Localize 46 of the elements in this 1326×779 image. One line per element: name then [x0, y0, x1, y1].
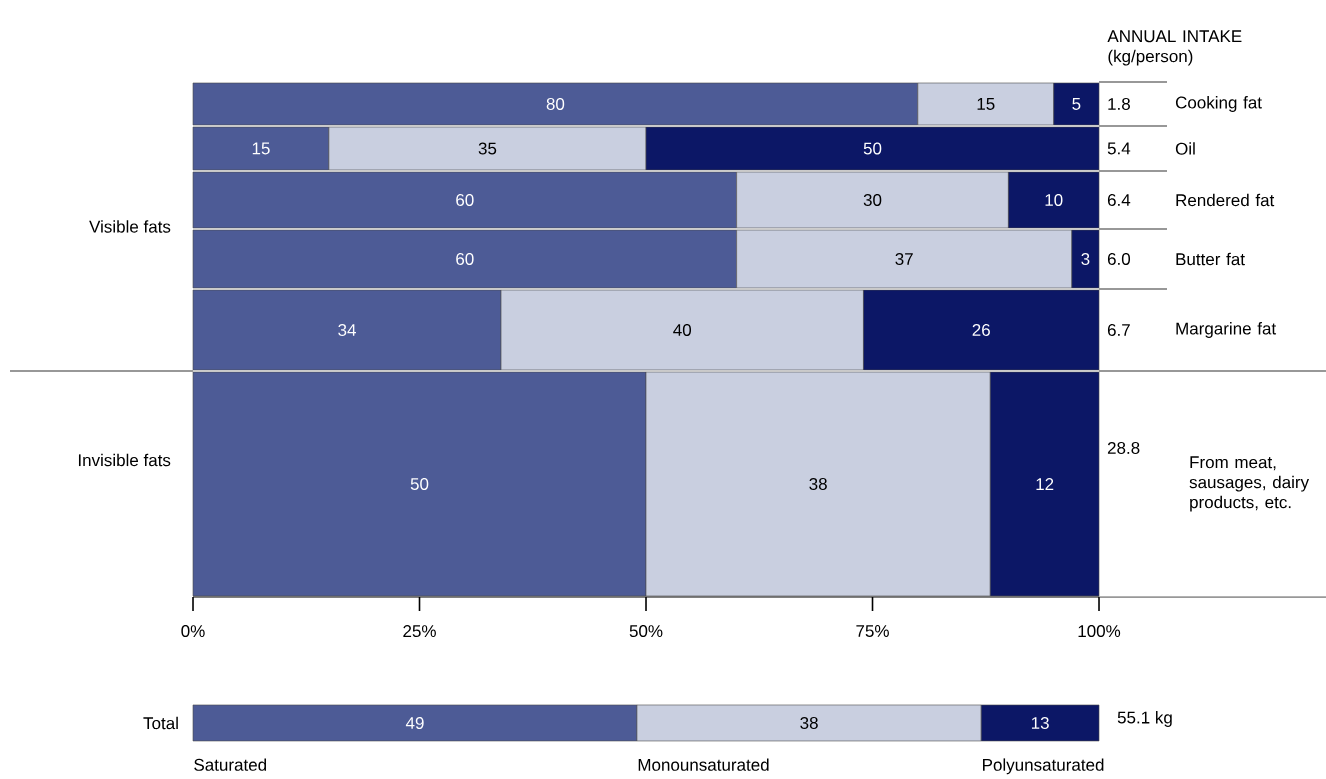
series-label: Monounsaturated	[638, 758, 769, 771]
y-tick-label: From meat, sausages, dairy products, etc.	[1189, 456, 1310, 512]
x-tick-label: 100%	[1078, 625, 1121, 638]
text: Visible fats	[89, 220, 171, 233]
data-label: 35	[478, 142, 497, 155]
x-tick-label: 75%	[856, 625, 889, 638]
data-label: 15	[977, 98, 995, 110]
text: 6.0	[1107, 252, 1131, 265]
data-label: 13	[1031, 716, 1049, 729]
y-tick-label: Rendered fat	[1176, 193, 1275, 207]
text: ANNUAL INTAKE (kg/person)	[1107, 30, 1242, 66]
y-tick-label: Butter fat	[1176, 252, 1245, 266]
data-label: 80	[546, 97, 565, 110]
data-label: 12	[1036, 478, 1054, 490]
data-label: 60	[456, 193, 474, 206]
x-tick-label: 25%	[403, 625, 436, 638]
text: 28.8	[1107, 441, 1140, 454]
data-label: 38	[800, 716, 818, 729]
x-tick-label: 50%	[629, 625, 663, 638]
data-label: 5	[1072, 98, 1081, 110]
series-label: Polyunsaturated	[983, 758, 1104, 775]
data-label: 49	[405, 716, 424, 729]
data-label: 40	[673, 323, 692, 336]
data-label: 38	[809, 477, 827, 490]
y-tick-label: Total	[143, 716, 178, 730]
data-label: 3	[1081, 252, 1090, 265]
data-label: 10	[1045, 193, 1063, 206]
series-label: Saturated	[194, 758, 267, 771]
text: Invisible fats	[78, 453, 171, 467]
data-label: 34	[338, 323, 356, 336]
x-tick-label: 0%	[181, 625, 205, 638]
text: 6.7	[1107, 323, 1130, 336]
data-label: 60	[456, 252, 474, 265]
data-label: 50	[410, 477, 429, 490]
data-label: 37	[895, 252, 913, 265]
data-label: 15	[252, 142, 270, 155]
text: 1.8	[1108, 97, 1130, 110]
data-label: 30	[863, 193, 882, 206]
y-tick-label: Margarine fat	[1176, 322, 1277, 338]
y-tick-label: Cooking fat	[1175, 96, 1262, 112]
y-tick-label: Oil	[1175, 142, 1195, 155]
text: 55.1 kg	[1117, 711, 1172, 727]
text: 6.4	[1107, 193, 1131, 206]
data-label: 26	[972, 323, 990, 336]
text: 5.4	[1107, 142, 1131, 155]
data-label: 50	[863, 142, 882, 155]
